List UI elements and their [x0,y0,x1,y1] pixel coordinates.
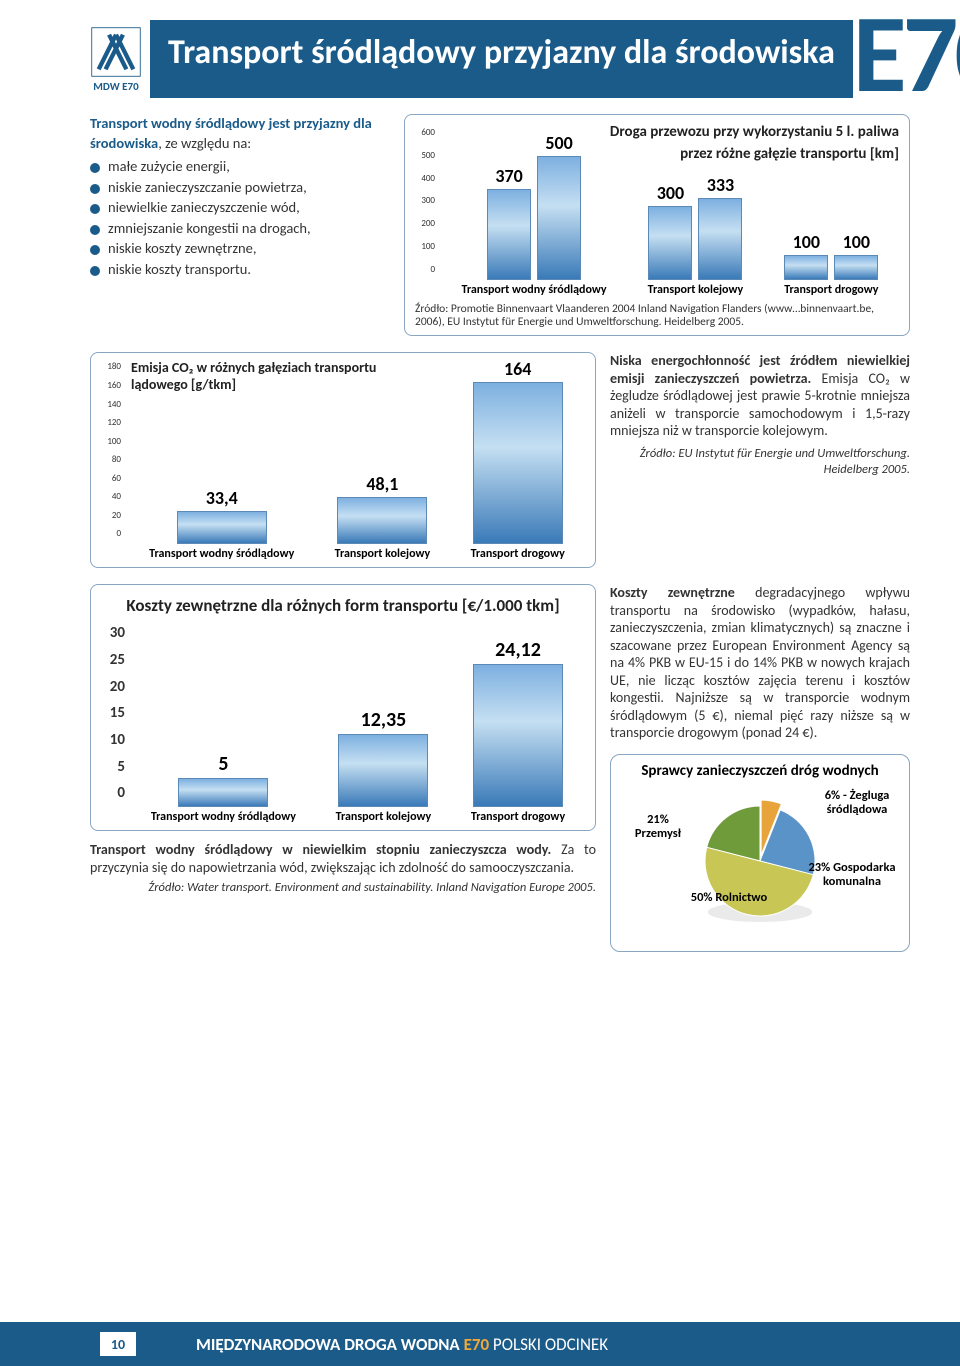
bar-group: 370500Transport wodny śródlądowy [462,132,607,297]
chart1-source: Źródło: Promotie Binnenvaart Vlaanderen … [415,303,899,329]
bullet-item: niskie koszty transportu. [90,260,390,280]
right-lead: Koszty zewnętrzne [610,584,735,601]
bullet-item: niskie koszty zewnętrzne, [90,239,390,259]
chart-co2: Emisja CO₂ w różnych gałęziach transport… [90,352,596,568]
footer: 10 MIĘDZYNARODOWA DROGA WODNA E70 POLSKI… [0,1322,960,1366]
chart-pollution-pie: Sprawcy zanieczyszczeń dróg wodnych 21% … [610,754,910,953]
below-text: Transport wodny śródlądowy w niewielkim … [90,841,596,896]
mid-text: Niska energochłonność jest źródłem niewi… [610,352,910,568]
pie-lbl-gospodarka: 23% Gospodarka komunalna [807,861,897,889]
chart3-bars: 5Transport wodny śródlądowy 12,35Transpor… [101,624,585,824]
bar-col: 164Transport drogowy [471,358,565,561]
pie-lbl-rolnictwo: 50% Rolnictwo [689,891,769,905]
bar-col: 5Transport wodny śródlądowy [151,752,296,825]
section-mid: Emisja CO₂ w różnych gałęziach transport… [90,352,910,568]
mdw-logo-icon [90,26,142,78]
chart3-title: Koszty zewnętrzne dla różnych form trans… [101,595,585,616]
pie-wrap: 21% Przemysł 6% - Żegluga śródlądowa 23%… [619,783,901,943]
bullet-item: niskie zanieczyszczanie powietrza, [90,178,390,198]
bar-col: 48,1Transport kolejowy [335,473,431,562]
footer-text: MIĘDZYNARODOWA DROGA WODNA E70 POLSKI OD… [196,1334,608,1355]
e70-mark: E70 [853,10,960,98]
logo: MDW E70 [90,20,142,98]
below-lead: Transport wodny śródlądowy w niewielkim … [90,841,551,858]
bar-col: 33,4Transport wodny śródlądowy [149,487,294,561]
right-text: Koszty zewnętrzne degradacyjnego wpływu … [610,584,910,742]
below-source: Źródło: Water transport. Environment and… [90,880,596,896]
header: MDW E70 Transport śródlądowy przyjazny d… [90,20,910,98]
bar-col: 12,35Transport kolejowy [336,708,432,824]
intro-bullets: małe zużycie energii,niskie zanieczyszcz… [90,157,390,279]
bar-group: 300333Transport kolejowy [648,174,744,297]
bullet-item: małe zużycie energii, [90,157,390,177]
pie-title: Sprawcy zanieczyszczeń dróg wodnych [619,763,901,780]
page-number: 10 [100,1332,136,1356]
page: MDW E70 Transport śródlądowy przyjazny d… [0,0,960,1366]
bar-col: 24,12Transport drogowy [471,638,565,824]
section-bottom: Koszty zewnętrzne dla różnych form trans… [90,584,910,952]
chart-fuel-distance: Droga przewozu przy wykorzystaniu 5 l. p… [404,114,910,336]
chart-external-costs: Koszty zewnętrzne dla różnych form trans… [90,584,596,831]
page-title: Transport śródlądowy przyjazny dla środo… [150,20,853,98]
intro-text: Transport wodny śródlądowy jest przyjazn… [90,114,390,336]
pie-lbl-zegluga: 6% - Żegluga śródlądowa [817,789,897,817]
bullet-item: zmniejszanie kongestii na drogach, [90,219,390,239]
pie-lbl-przemysl: 21% Przemysł [623,813,693,841]
section-top: Transport wodny śródlądowy jest przyjazn… [90,114,910,336]
chart1-bars: 370500Transport wodny śródlądowy 300333Tr… [415,127,899,297]
bar-group: 100100Transport drogowy [784,231,878,297]
logo-subtext: MDW E70 [93,80,138,93]
chart2-bars: 33,4Transport wodny śródlądowy 48,1Transp… [101,361,585,561]
bullet-item: niewielkie zanieczyszczenie wód, [90,198,390,218]
mid-source: Źródło: EU Instytut für Energie und Umwe… [610,446,910,477]
